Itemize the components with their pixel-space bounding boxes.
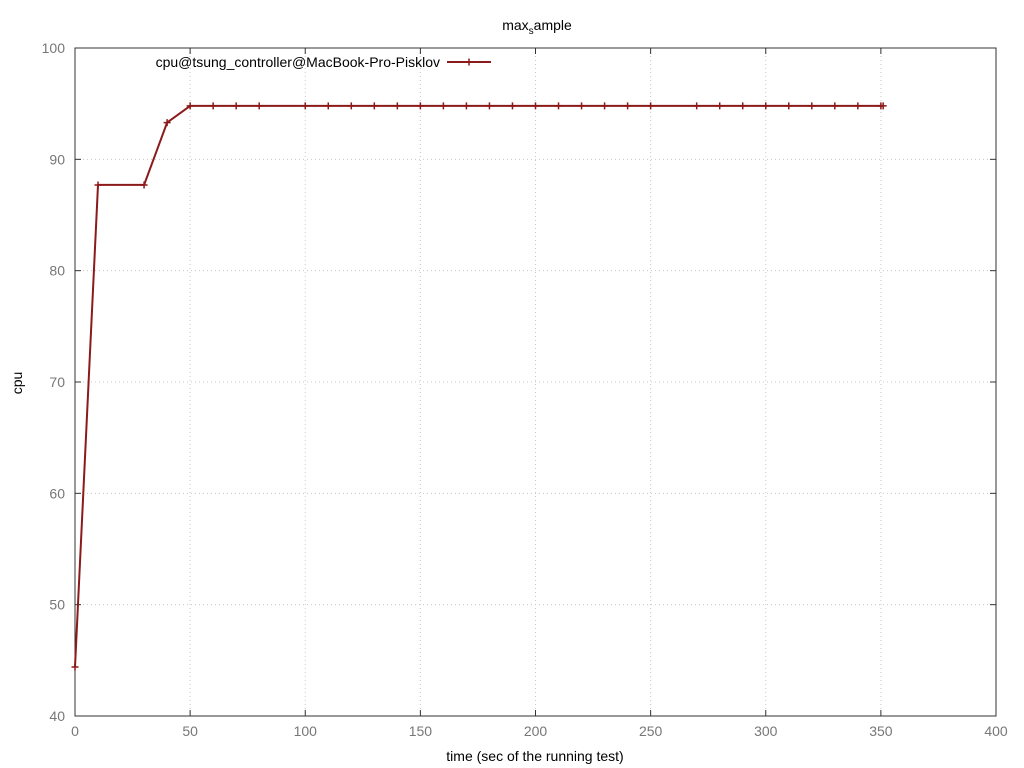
data-point bbox=[94, 181, 102, 189]
y-tick-label: 40 bbox=[49, 708, 65, 724]
data-point bbox=[255, 102, 263, 110]
data-point bbox=[831, 102, 839, 110]
data-point bbox=[347, 102, 355, 110]
series-line bbox=[74, 104, 884, 668]
data-point bbox=[186, 102, 194, 110]
x-tick-label: 0 bbox=[71, 723, 79, 739]
data-point bbox=[693, 102, 701, 110]
data-point bbox=[716, 102, 724, 110]
y-tick-label: 80 bbox=[49, 263, 65, 279]
grid bbox=[75, 48, 996, 716]
y-tick-label: 90 bbox=[49, 151, 65, 167]
y-tick-label: 50 bbox=[49, 597, 65, 613]
data-point bbox=[71, 663, 79, 671]
x-tick-label: 50 bbox=[182, 723, 198, 739]
x-tick-label: 350 bbox=[869, 723, 893, 739]
chart-title-base: max bbox=[502, 17, 528, 33]
y-tick-label: 70 bbox=[49, 374, 65, 390]
data-point bbox=[578, 102, 586, 110]
data-point bbox=[370, 102, 378, 110]
data-point bbox=[508, 102, 516, 110]
axis-ticks: 0 50 100 150 200 250 300 350 400 40 50 60 70 80 90 100 bbox=[42, 40, 1008, 739]
data-point bbox=[393, 102, 401, 110]
data-point bbox=[854, 102, 862, 110]
data-point bbox=[232, 102, 240, 110]
x-tick-label: 250 bbox=[639, 723, 663, 739]
data-point bbox=[808, 102, 816, 110]
legend: cpu@tsung_controller@MacBook-Pro-Pisklov bbox=[156, 54, 491, 70]
data-point bbox=[879, 102, 887, 110]
x-axis-label: time (sec of the running test) bbox=[446, 748, 623, 764]
data-point bbox=[647, 102, 655, 110]
x-tick-label: 200 bbox=[524, 723, 548, 739]
data-point bbox=[140, 181, 148, 189]
y-tick-label: 100 bbox=[42, 40, 66, 56]
y-axis-label: cpu bbox=[9, 372, 25, 395]
data-point bbox=[532, 102, 539, 110]
x-tick-label: 300 bbox=[754, 723, 778, 739]
data-point bbox=[601, 102, 609, 110]
y-tick-label: 60 bbox=[49, 485, 65, 501]
legend-label: cpu@tsung_controller@MacBook-Pro-Pisklov bbox=[156, 54, 440, 70]
data-point bbox=[439, 102, 447, 110]
series-layer bbox=[71, 102, 887, 671]
chart-title: maxsample bbox=[502, 17, 572, 37]
x-tick-label: 100 bbox=[294, 723, 318, 739]
chart-title-sub: s bbox=[529, 26, 534, 37]
data-point bbox=[416, 102, 424, 110]
data-point bbox=[785, 102, 793, 110]
x-tick-label: 150 bbox=[409, 723, 433, 739]
data-point bbox=[462, 102, 470, 110]
data-point bbox=[485, 102, 493, 110]
data-point bbox=[209, 102, 217, 110]
data-point bbox=[301, 102, 309, 110]
data-point bbox=[762, 102, 770, 110]
data-point bbox=[324, 102, 332, 110]
legend-marker bbox=[465, 58, 473, 66]
data-point bbox=[624, 102, 632, 110]
chart-title-rest: ample bbox=[534, 17, 572, 33]
data-point bbox=[555, 102, 563, 110]
data-point bbox=[163, 119, 171, 127]
x-tick-label: 400 bbox=[984, 723, 1008, 739]
data-point bbox=[739, 102, 747, 110]
